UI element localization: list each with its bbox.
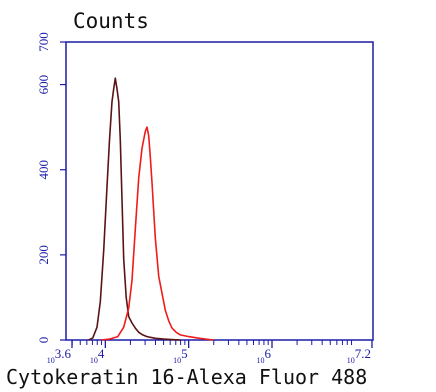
y-tick-label: 0 [36, 337, 51, 344]
x-tick-exponent: 3.6 [55, 346, 72, 361]
x-tick-base: 10 [173, 356, 181, 365]
x-tick-exponent: 7.2 [355, 346, 371, 361]
x-tick-exponent: 4 [98, 346, 105, 361]
chart-title: Counts [73, 9, 149, 33]
plot-frame [65, 41, 374, 341]
x-tick-base: 10 [257, 356, 265, 365]
x-axis-label: Cytokeratin 16-Alexa Fluor 488 [6, 365, 367, 389]
x-tick-base: 10 [347, 356, 355, 365]
x-tick-exponent: 5 [181, 346, 188, 361]
x-tick-label: 104 [90, 346, 105, 365]
x-tick-label: 105 [173, 346, 188, 365]
x-tick-label: 107.2 [347, 346, 371, 365]
x-axis-ticks: 103.6 104 105 106 107.2 [47, 340, 373, 365]
y-tick-label: 200 [36, 245, 51, 265]
x-tick-label: 103.6 [47, 346, 72, 365]
x-tick-base: 10 [90, 356, 98, 365]
y-tick-label: 700 [36, 32, 51, 52]
y-tick-label: 400 [36, 160, 51, 180]
histogram-series-2-line [101, 126, 214, 341]
histogram-series-1-line [88, 77, 181, 341]
x-tick-base: 10 [47, 356, 55, 365]
x-tick-exponent: 6 [265, 346, 272, 361]
x-tick-label: 106 [257, 346, 272, 365]
histogram-series [88, 77, 214, 341]
y-axis-ticks: 0 200 400 600 700 [36, 32, 66, 343]
y-tick-label: 600 [36, 75, 51, 95]
